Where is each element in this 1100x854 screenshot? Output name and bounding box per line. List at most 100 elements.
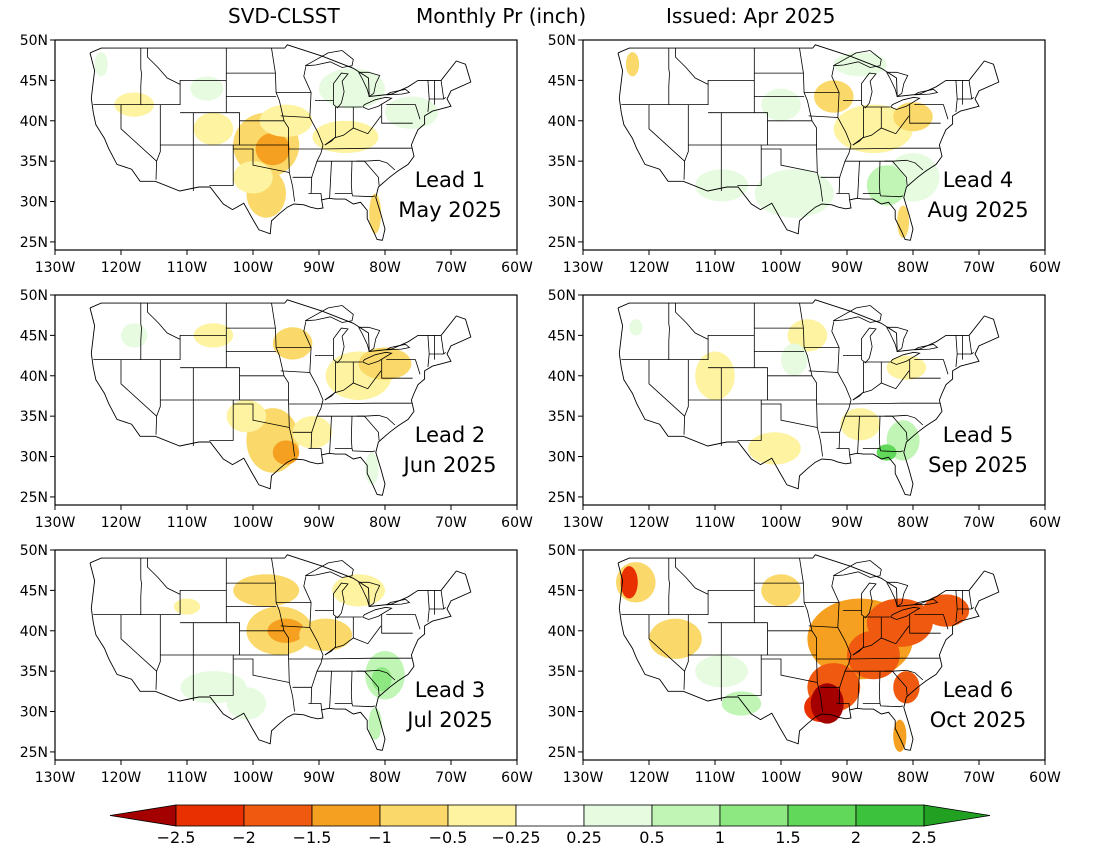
state-boundary bbox=[324, 625, 382, 656]
state-boundary bbox=[836, 193, 850, 200]
variable-title: Monthly Pr (inch) bbox=[416, 4, 587, 28]
colorbar-label: 0.25 bbox=[566, 828, 602, 847]
lon-label: 100W bbox=[233, 515, 274, 531]
lat-label: 45N bbox=[20, 583, 48, 599]
state-boundary bbox=[799, 48, 823, 202]
state-boundary bbox=[440, 335, 445, 355]
great-lake bbox=[386, 88, 411, 96]
state-boundary bbox=[968, 80, 973, 100]
state-boundary bbox=[884, 159, 924, 171]
state-boundary bbox=[334, 416, 353, 449]
lon-label: 80W bbox=[897, 770, 929, 786]
state-boundary bbox=[209, 145, 234, 186]
great-lake bbox=[358, 581, 381, 608]
great-lake bbox=[362, 606, 393, 620]
state-boundary bbox=[381, 104, 413, 124]
lon-label: 100W bbox=[761, 515, 802, 531]
us-outline bbox=[617, 554, 1000, 751]
state-boundary bbox=[381, 359, 413, 379]
lat-label: 30N bbox=[20, 450, 48, 466]
anomaly-region bbox=[255, 132, 290, 166]
anomaly-region bbox=[814, 80, 854, 113]
state-boundary bbox=[914, 104, 949, 120]
lat-label: 40N bbox=[548, 369, 576, 385]
state-boundary bbox=[93, 335, 227, 360]
state-boundary bbox=[648, 104, 685, 162]
great-lake bbox=[861, 72, 877, 109]
lat-label: 25N bbox=[548, 745, 576, 761]
state-boundary bbox=[621, 590, 755, 615]
state-boundary bbox=[914, 359, 949, 375]
lon-label: 80W bbox=[369, 515, 401, 531]
lon-label: 110W bbox=[167, 515, 208, 531]
great-lake bbox=[832, 50, 882, 68]
state-boundary bbox=[914, 614, 949, 630]
lon-label: 80W bbox=[369, 260, 401, 276]
map-frame bbox=[582, 549, 1046, 761]
state-boundary bbox=[862, 161, 881, 194]
state-boundary bbox=[848, 402, 941, 405]
state-boundary bbox=[909, 104, 941, 124]
lat-label: 35N bbox=[20, 409, 48, 425]
state-boundary bbox=[892, 670, 908, 696]
map-graphic: 50N 45N 40N 35N 30N 25N 130W 120W 110W 100W 90W 80W… bbox=[548, 288, 1061, 531]
state-boundary bbox=[386, 104, 421, 120]
colorbar-swatch bbox=[243, 804, 313, 827]
state-boundary bbox=[271, 303, 295, 457]
great-lake bbox=[886, 581, 909, 608]
lat-label: 40N bbox=[20, 369, 48, 385]
state-boundary bbox=[892, 160, 908, 186]
lat-label: 40N bbox=[548, 624, 576, 640]
state-boundary bbox=[862, 416, 881, 449]
state-boundary bbox=[120, 104, 157, 162]
lead-label: Lead 3 Jul 2025 bbox=[385, 675, 515, 735]
state-boundary bbox=[857, 161, 860, 199]
state-boundary bbox=[892, 415, 908, 441]
state-boundary bbox=[140, 48, 142, 105]
lon-label: 110W bbox=[695, 260, 736, 276]
anomaly-region bbox=[629, 319, 643, 336]
lon-label: 120W bbox=[101, 260, 142, 276]
colorbar-label: 2.5 bbox=[911, 828, 936, 847]
state-boundary bbox=[761, 658, 818, 683]
anomaly-region bbox=[620, 566, 638, 599]
state-boundary bbox=[280, 625, 310, 628]
forecast-month: Jul 2025 bbox=[407, 708, 493, 732]
state-boundary bbox=[879, 448, 904, 453]
great-lake bbox=[890, 351, 921, 365]
state-boundary bbox=[675, 558, 709, 595]
great-lake bbox=[304, 560, 354, 578]
lon-label: 100W bbox=[761, 260, 802, 276]
colorbar-label: −0.25 bbox=[491, 828, 540, 847]
anomaly-region bbox=[332, 574, 385, 607]
state-boundary bbox=[879, 703, 904, 708]
colorbar-label: −0.5 bbox=[429, 828, 468, 847]
map-frame bbox=[54, 39, 518, 251]
lon-label: 70W bbox=[963, 515, 995, 531]
lat-label: 35N bbox=[548, 664, 576, 680]
state-boundary bbox=[968, 590, 973, 610]
state-boundary bbox=[862, 671, 881, 704]
lon-label: 90W bbox=[831, 770, 863, 786]
great-lake bbox=[358, 71, 381, 98]
state-boundary bbox=[879, 193, 904, 198]
lat-label: 50N bbox=[548, 543, 576, 559]
great-lake bbox=[358, 326, 381, 353]
great-lake bbox=[832, 305, 882, 323]
map-graphic: 50N 45N 40N 35N 30N 25N 130W 120W 110W 100W 90W 80W… bbox=[20, 33, 533, 276]
state-boundary bbox=[308, 193, 322, 200]
state-boundary bbox=[280, 115, 310, 118]
us-outline bbox=[617, 44, 1000, 241]
map-panel: 50N 45N 40N 35N 30N 25N 130W 120W 110W 100W 90W 80W… bbox=[528, 543, 1100, 800]
state-boundary bbox=[147, 303, 181, 340]
anomaly-region bbox=[625, 52, 640, 77]
lead-label: Lead 5 Sep 2025 bbox=[913, 420, 1043, 480]
state-boundary bbox=[308, 703, 322, 710]
colorbar-swatch bbox=[175, 804, 245, 827]
lon-label: 90W bbox=[831, 515, 863, 531]
lon-label: 90W bbox=[303, 260, 335, 276]
lat-label: 45N bbox=[20, 73, 48, 89]
state-boundary bbox=[753, 48, 768, 145]
lead-number: Lead 2 bbox=[414, 423, 486, 447]
lat-label: 35N bbox=[548, 409, 576, 425]
